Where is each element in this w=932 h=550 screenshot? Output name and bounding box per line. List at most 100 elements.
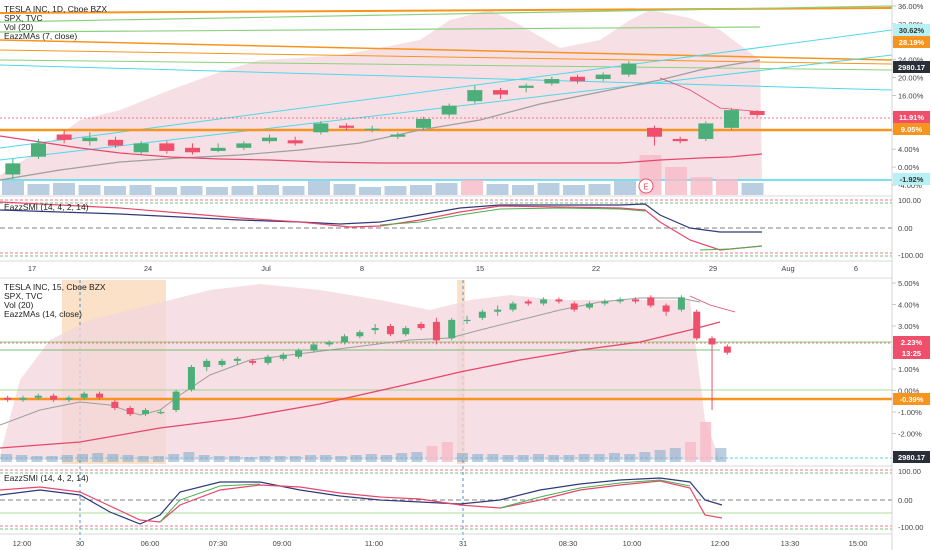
candle-body bbox=[467, 90, 483, 102]
volume-bar bbox=[180, 186, 203, 195]
daily-chart-pane[interactable]: E TESLA INC, 1D, Cboe BZX SPX, TVC Vol (… bbox=[0, 4, 893, 195]
volume-bar bbox=[411, 452, 423, 462]
candle-body bbox=[157, 412, 165, 414]
price-badge[interactable] bbox=[893, 123, 930, 135]
candle-body bbox=[416, 118, 431, 128]
candle-body bbox=[210, 147, 226, 151]
volume-bar bbox=[274, 456, 286, 462]
x-axis-daily-label: 6 bbox=[854, 264, 858, 273]
volume-bar bbox=[333, 184, 356, 195]
volume-bar bbox=[487, 454, 499, 462]
smi-green-tail bbox=[699, 245, 763, 251]
volume-bar bbox=[1, 454, 12, 462]
smi-legend-intraday[interactable]: EazzSMI (14, 4, 2, 14) bbox=[4, 473, 89, 483]
trendline-orange-2[interactable] bbox=[0, 39, 893, 61]
trendline-orange-3[interactable] bbox=[0, 49, 893, 65]
volume-bar bbox=[517, 455, 529, 462]
candle-body bbox=[233, 358, 241, 361]
volume-bar bbox=[206, 187, 228, 195]
earnings-marker-label: E bbox=[643, 183, 648, 192]
candle-body bbox=[96, 393, 104, 398]
x-axis-intraday-label: 10:00 bbox=[623, 539, 642, 548]
price-badge[interactable] bbox=[893, 393, 930, 405]
price-badge[interactable] bbox=[893, 36, 930, 48]
intraday-chart-pane[interactable]: TESLA INC, 15, Cboe BZX SPX, TVC Vol (20… bbox=[0, 277, 892, 540]
trendline-green-3[interactable] bbox=[0, 59, 893, 71]
volume-bar bbox=[335, 456, 347, 462]
candle-body bbox=[555, 299, 563, 302]
volume-bar bbox=[548, 455, 560, 462]
x-axis-intraday-label: 31 bbox=[459, 539, 467, 548]
x-axis-intraday-label: 06:00 bbox=[141, 539, 160, 548]
candle-body bbox=[586, 303, 594, 308]
daily-y-tick-label: 4.00% bbox=[898, 145, 920, 154]
candle-body bbox=[313, 123, 329, 133]
candle-body bbox=[662, 305, 670, 312]
price-badge[interactable] bbox=[893, 336, 930, 348]
volume-bar bbox=[563, 455, 575, 462]
trendline-cyan-2[interactable] bbox=[0, 29, 893, 149]
smi-intraday-tick-label: -100.00 bbox=[898, 523, 923, 532]
legend-mas[interactable]: EazzMAs (14, close) bbox=[4, 309, 82, 319]
x-axis-intraday-label: 09:00 bbox=[273, 539, 292, 548]
volume-bar bbox=[129, 185, 152, 195]
price-badge[interactable] bbox=[893, 61, 930, 73]
legend-mas[interactable]: EazzMAs (7, close) bbox=[4, 31, 77, 41]
ma-slow-extension bbox=[659, 77, 763, 113]
volume-bar bbox=[435, 183, 458, 195]
legend-vol[interactable]: Vol (20) bbox=[4, 300, 33, 310]
legend-spx[interactable]: SPX, TVC bbox=[4, 13, 43, 23]
x-axis-daily-label: Jul bbox=[261, 264, 271, 273]
volume-bar bbox=[624, 454, 636, 462]
candle-body bbox=[390, 134, 406, 137]
volume-bar bbox=[104, 186, 126, 195]
trendline-green-top[interactable] bbox=[0, 5, 893, 23]
volume-bar bbox=[282, 186, 305, 195]
price-badge-label: 30.62% bbox=[899, 26, 925, 35]
candle-body bbox=[218, 360, 226, 365]
volume-bar bbox=[107, 454, 119, 462]
daily-y-tick-label: 24.00% bbox=[898, 56, 924, 65]
candle-body bbox=[31, 143, 46, 157]
candle-body bbox=[203, 360, 211, 367]
x-axis-intraday-label: 12:00 bbox=[13, 539, 32, 548]
earnings-marker[interactable] bbox=[638, 178, 654, 194]
x-axis-daily-label: 15 bbox=[476, 264, 484, 273]
price-badge[interactable] bbox=[893, 24, 930, 36]
trendline-green-2[interactable] bbox=[0, 26, 761, 33]
price-badge[interactable] bbox=[893, 111, 930, 123]
trendline-cyan-1[interactable] bbox=[0, 64, 893, 91]
legend-vol[interactable]: Vol (20) bbox=[4, 22, 33, 32]
x-axis-intraday-label: 11:00 bbox=[365, 539, 383, 548]
smi-legend-daily[interactable]: EazzSMI (14, 4, 2, 14) bbox=[4, 202, 89, 212]
price-badge[interactable] bbox=[893, 173, 930, 185]
smi-daily-tick-label: -100.00 bbox=[898, 251, 923, 260]
volume-bar bbox=[137, 456, 149, 462]
smi-green-line bbox=[379, 207, 646, 226]
candle-body bbox=[631, 299, 639, 302]
smi-line bbox=[0, 477, 723, 525]
candle-body bbox=[698, 123, 714, 139]
smi-pane-daily[interactable]: EazzSMI (14, 4, 2, 14) bbox=[0, 195, 892, 257]
x-axis-daily-label: 8 bbox=[360, 264, 364, 273]
candle-body bbox=[339, 125, 354, 128]
volume-bar bbox=[384, 186, 407, 195]
price-badge[interactable] bbox=[893, 347, 930, 359]
intraday-y-tick-label: 4.00% bbox=[898, 301, 920, 310]
candle-body bbox=[185, 147, 200, 153]
volume-bar bbox=[690, 177, 713, 195]
smi-pane-intraday[interactable]: EazzSMI (14, 4, 2, 14) bbox=[0, 465, 892, 530]
candle-body bbox=[56, 134, 72, 140]
candle-body bbox=[463, 319, 471, 322]
x-axis-intraday-label: 07:30 bbox=[209, 539, 228, 548]
price-badge-label: -0.39% bbox=[900, 395, 924, 404]
candle-body bbox=[544, 79, 560, 84]
price-badge[interactable] bbox=[893, 451, 930, 463]
volume-bar bbox=[305, 455, 316, 462]
candle-body bbox=[279, 354, 287, 359]
candle-body bbox=[295, 350, 303, 357]
daily-y-tick-label: 20.00% bbox=[898, 74, 924, 83]
volume-bar bbox=[593, 454, 605, 462]
legend-spx[interactable]: SPX, TVC bbox=[4, 291, 43, 301]
volume-bar bbox=[563, 185, 585, 195]
